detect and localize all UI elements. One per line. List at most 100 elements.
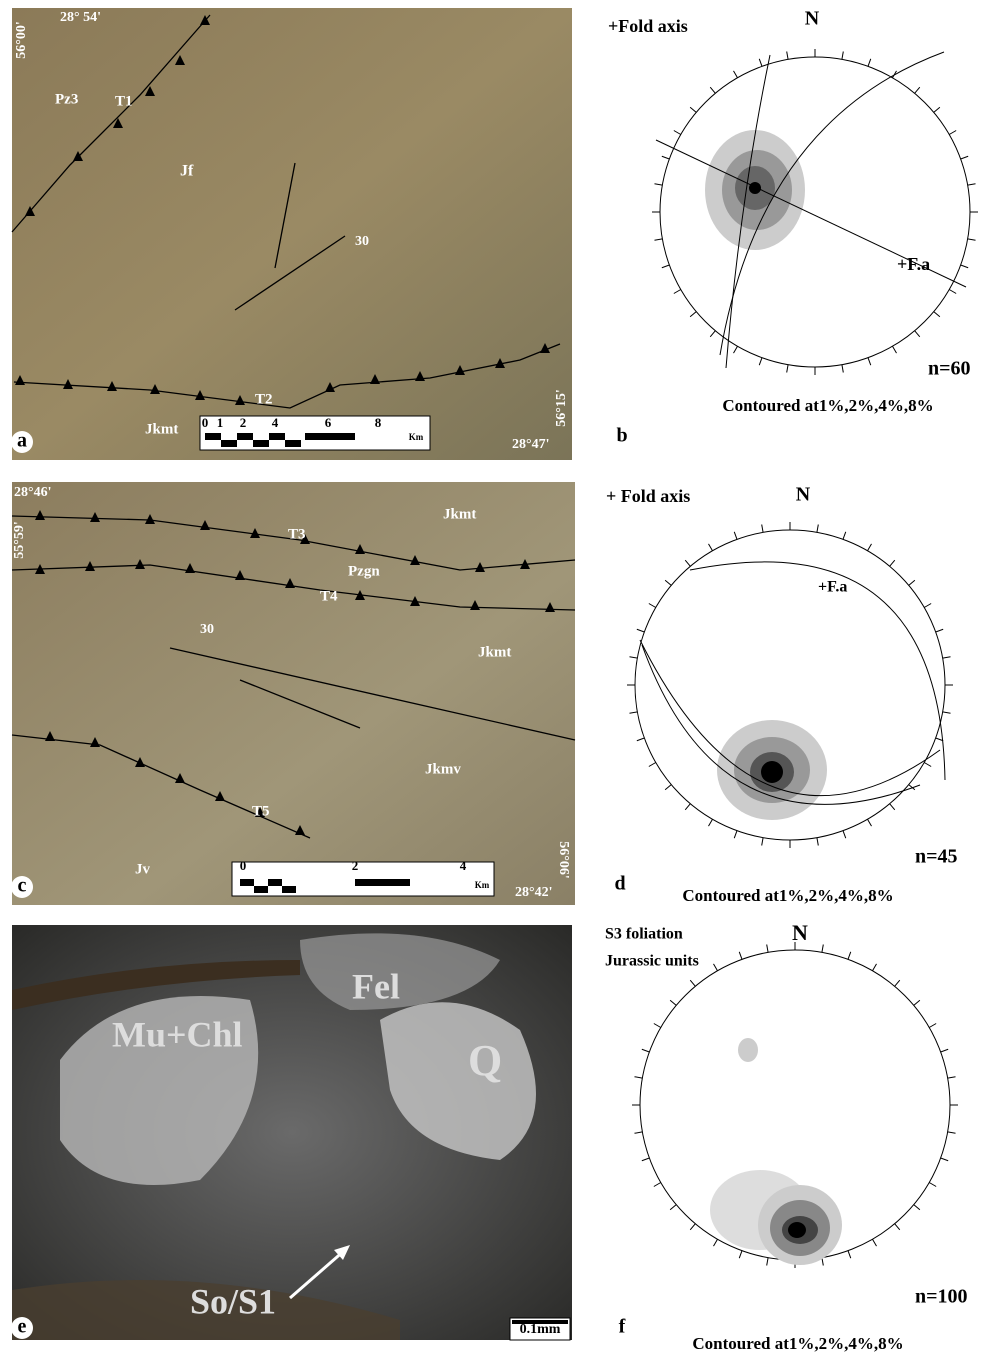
stereonet-tick	[649, 763, 656, 767]
label: T2	[255, 391, 273, 407]
stereonet-tick	[890, 560, 895, 566]
stereonet-tick	[934, 107, 940, 112]
panel-letter: d	[614, 873, 625, 895]
stereonet-tick	[685, 560, 690, 566]
stereonet-tick	[714, 1239, 718, 1246]
label: +F.a	[897, 254, 930, 274]
label: 28°47'	[512, 437, 550, 452]
label: Pzgn	[348, 563, 380, 579]
label: 8	[375, 415, 382, 430]
scale-segment	[282, 886, 296, 893]
stereonet-tick	[759, 59, 762, 67]
stereonet-tick	[767, 1258, 768, 1266]
stereonet-tick	[634, 1132, 642, 1133]
contour	[788, 1222, 806, 1238]
contour	[738, 1038, 758, 1062]
stereonet-tick	[842, 365, 843, 373]
stereonet-tick	[914, 1000, 920, 1005]
stereonet-tick	[642, 1158, 650, 1161]
stereonet-tick	[948, 1132, 956, 1133]
stereonet-tick	[787, 51, 788, 59]
label: n=100	[915, 1286, 968, 1308]
stereonet-tick	[943, 712, 951, 713]
stereonet-tick	[662, 265, 670, 268]
satellite-image	[12, 482, 575, 905]
label: 56°06'	[556, 841, 571, 879]
stereonet-tick	[909, 580, 915, 585]
stereonet-tick	[734, 831, 737, 839]
stereonet-tick	[924, 604, 931, 608]
stereonet-tick	[914, 1205, 920, 1210]
label: 0	[240, 858, 247, 873]
stereonet-tick	[665, 785, 671, 790]
stereonet-tick	[948, 1077, 956, 1078]
label: 28° 54'	[60, 10, 101, 25]
stereonet-tick	[709, 544, 713, 551]
label: 30	[355, 234, 369, 249]
stereonet-tick	[649, 604, 656, 608]
label: Km	[409, 432, 424, 442]
label: Jkmt	[145, 421, 178, 437]
stereonet-tick	[868, 59, 871, 67]
label: Contoured at1%,2%,4%,8%	[722, 396, 933, 415]
stereonet-tick	[868, 544, 872, 551]
satellite-image	[12, 8, 572, 460]
stereonet-tick	[654, 239, 662, 240]
label: Jkmt	[478, 644, 511, 660]
label: Contoured at1%,2%,4%,8%	[682, 886, 893, 905]
stereonet-tick	[895, 980, 900, 986]
stereonet-tick	[843, 532, 846, 540]
stereonet-tick	[915, 87, 920, 93]
contour	[761, 761, 783, 783]
stereonet-tick	[767, 944, 768, 952]
label: 28°42'	[515, 885, 553, 900]
label: + Fold axis	[606, 486, 690, 506]
scale-segment	[205, 433, 221, 440]
label: T3	[288, 526, 306, 542]
label: 2	[352, 858, 359, 873]
label: T1	[115, 93, 133, 109]
label: Jf	[180, 163, 194, 180]
stereonet-tick	[941, 1158, 949, 1161]
stereonet-tick	[739, 1251, 742, 1259]
label: 56°15'	[554, 389, 569, 427]
stereonet-tick	[734, 71, 738, 78]
stereonet-tick	[943, 657, 951, 658]
stereonet-tick	[690, 980, 695, 986]
figure: a28° 54'56°00'Pz3T1Jf30T2Jkmt28°47'56°15…	[0, 0, 990, 1355]
label: 2	[240, 415, 247, 430]
stereonet-tick	[929, 1024, 936, 1028]
panel-letter: f	[619, 1316, 626, 1338]
stereonet-tick	[848, 1251, 851, 1259]
stereonet-tick	[961, 156, 969, 159]
stereonet-tick	[629, 657, 637, 658]
stereonet-tick	[949, 131, 956, 135]
stereonet-tick	[709, 819, 713, 826]
stereonet-tick	[690, 312, 696, 317]
stereonet-tick	[915, 331, 920, 337]
scale-segment	[305, 433, 355, 440]
label: Jurassic units	[605, 953, 699, 970]
panel-letter: b	[616, 425, 627, 447]
stereonet-circle	[660, 57, 970, 367]
stereonet-tick	[968, 239, 976, 240]
label: n=60	[928, 358, 971, 380]
label: 4	[272, 415, 279, 430]
stereonet-tick	[674, 131, 681, 135]
stereonet-tick	[968, 184, 976, 185]
label: N	[792, 920, 808, 945]
stereonet-tick	[941, 1049, 949, 1052]
stereonet-tick	[787, 365, 788, 373]
label: S3 foliation	[605, 926, 683, 943]
stereonet-tick	[654, 1183, 661, 1187]
stereonet-tick	[637, 629, 645, 632]
stereonet-tick	[662, 156, 670, 159]
stereonet-tick	[642, 1049, 650, 1052]
panel-letter: a	[17, 430, 27, 452]
stereonet-tick	[890, 804, 895, 810]
label: n=45	[915, 846, 958, 868]
stereonet-tick	[634, 1077, 642, 1078]
stereonet-tick	[762, 838, 763, 846]
label: 6	[325, 415, 332, 430]
stereonet-tick	[690, 1224, 695, 1230]
